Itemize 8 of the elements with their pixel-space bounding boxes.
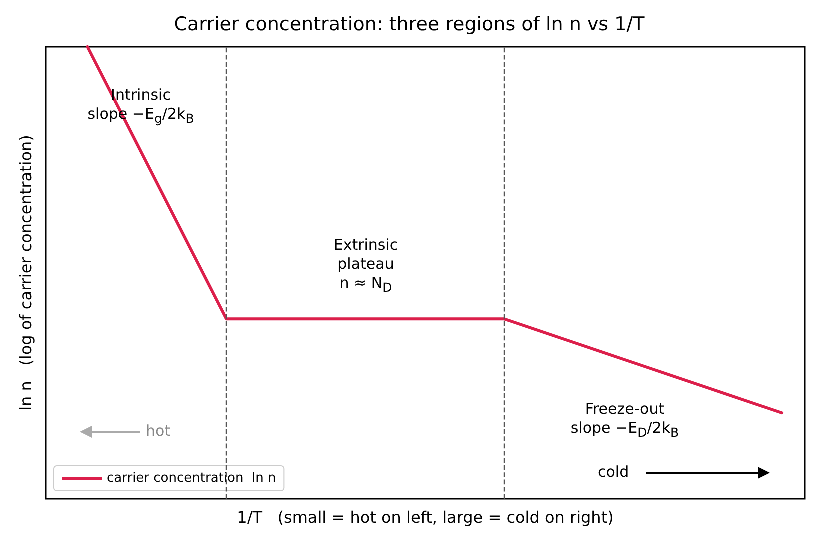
y-axis-title: ln n (log of carrier concentration): [16, 135, 36, 411]
chart-title: Carrier concentration: three regions of ln n vs 1/T: [174, 14, 646, 36]
annotation: hot: [146, 422, 171, 441]
legend-label: carrier concentration ln n: [107, 471, 276, 486]
annotation: Freeze-out slope −E$_{D}$/2k$_{B}$: [570, 400, 680, 440]
annotation: Extrinsic plateau n ≈ N$_{D}$: [334, 236, 398, 296]
x-axis-title: 1/T (small = hot on left, large = cold on right): [237, 508, 614, 527]
annotation: cold: [598, 463, 630, 482]
